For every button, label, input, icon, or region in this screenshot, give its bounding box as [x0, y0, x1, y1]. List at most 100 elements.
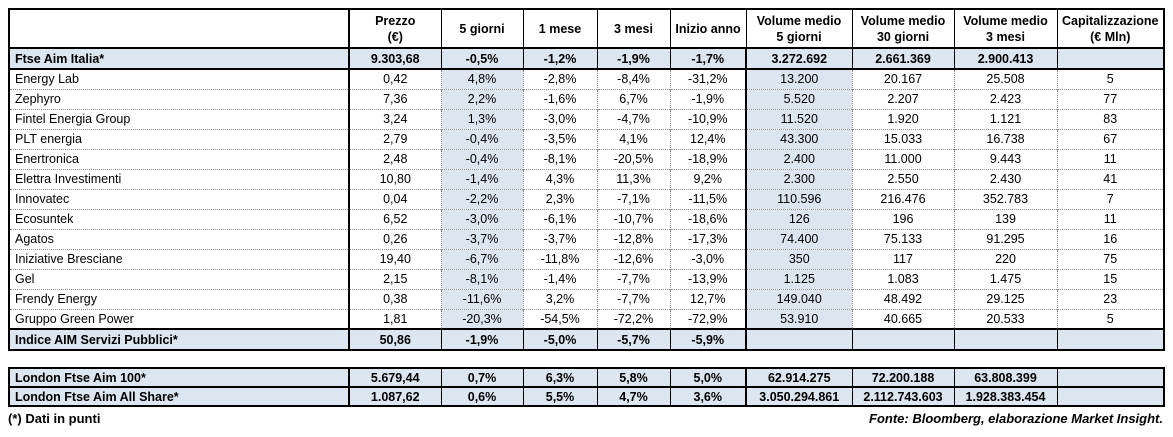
value-cell: -8,4%	[596, 68, 670, 89]
value-cell: -4,7%	[596, 108, 670, 129]
column-header: Volume medio 30 giorni	[851, 8, 955, 49]
value-cell: 2.400	[745, 148, 852, 169]
corner-cell	[8, 8, 350, 49]
column-header: Prezzo (€)	[348, 8, 442, 49]
value-cell: 50,86	[348, 328, 442, 351]
stock-row: Zephyro 7,36 2,2% -1,6% 6,7% -1,9% 5.520 2.207 2…	[9, 88, 1164, 109]
value-cell: -1,9%	[669, 88, 746, 109]
value-cell: 1.087,62	[348, 386, 442, 407]
value-cell: 9.443	[953, 148, 1057, 169]
value-cell: 11.520	[745, 108, 852, 129]
value-cell: 40.665	[851, 308, 954, 329]
value-cell: -31,2%	[669, 68, 746, 89]
value-cell: -1,2%	[522, 47, 598, 70]
value-cell: 139	[953, 208, 1057, 229]
column-header: Capitalizzazione (€ Mln)	[1056, 8, 1165, 49]
row-label: Gruppo Green Power	[9, 308, 350, 329]
value-cell: 62.914.275	[745, 367, 853, 388]
value-cell: 126	[745, 208, 852, 229]
value-cell: 220	[953, 248, 1057, 269]
value-cell: -8,1%	[440, 268, 523, 289]
value-cell: 1.475	[953, 268, 1057, 289]
aim-italia-table: Prezzo (€) 5 giorni 1 mese 3 mesi Inizio anno…	[8, 8, 1165, 351]
value-cell: 0,04	[348, 188, 441, 209]
value-cell: 75	[1056, 248, 1164, 269]
value-cell: 0,7%	[440, 367, 524, 388]
value-cell: -0,4%	[440, 128, 523, 149]
stock-row: Enertronica 2,48 -0,4% -8,1% -20,5% -18,9% 2.4…	[9, 148, 1164, 169]
value-cell: 1,3%	[440, 108, 523, 129]
value-cell: 4,1%	[596, 128, 670, 149]
value-cell: 2.300	[745, 168, 852, 189]
footer: (*) Dati in punti Fonte: Bloomberg, elab…	[8, 411, 1163, 426]
stock-row: Innovatec 0,04 -2,2% 2,3% -7,1% -11,5% 110.596…	[9, 188, 1164, 209]
value-cell: 3.050.294.861	[745, 386, 853, 407]
value-cell: 1,81	[348, 308, 441, 329]
value-cell: 1.125	[745, 268, 852, 289]
row-label: Ftse Aim Italia*	[8, 47, 350, 70]
value-cell: 3,24	[348, 108, 441, 129]
value-cell: -7,7%	[596, 288, 670, 309]
value-cell: -11,5%	[669, 188, 746, 209]
value-cell: 6,3%	[522, 367, 598, 388]
value-cell: -1,9%	[440, 328, 524, 351]
value-cell: -10,9%	[669, 108, 746, 129]
column-header: 5 giorni	[440, 8, 524, 49]
value-cell: 48.492	[851, 288, 954, 309]
index-summary-row: Ftse Aim Italia* 9.303,68 -0,5% -1,2% -1,9% -…	[8, 47, 1165, 70]
value-cell: 5	[1056, 308, 1164, 329]
footnote: (*) Dati in punti	[8, 411, 101, 426]
value-cell: 5	[1056, 68, 1164, 89]
value-cell: 63.808.399	[953, 367, 1058, 388]
value-cell: -17,3%	[669, 228, 746, 249]
value-cell: 5,0%	[669, 367, 747, 388]
value-cell: 196	[851, 208, 954, 229]
value-cell: 110.596	[745, 188, 852, 209]
value-cell: 2,2%	[440, 88, 523, 109]
value-cell	[851, 328, 955, 351]
row-label: Fintel Energia Group	[9, 108, 350, 129]
stock-row: PLT energia 2,79 -0,4% -3,5% 4,1% 12,4% 43.300…	[9, 128, 1164, 149]
value-cell	[745, 328, 853, 351]
value-cell: -5,0%	[522, 328, 598, 351]
value-cell: 12,4%	[669, 128, 746, 149]
value-cell: 91.295	[953, 228, 1057, 249]
stock-row: Frendy Energy 0,38 -11,6% 3,2% -7,7% 12,7% 149…	[9, 288, 1164, 309]
row-label: Innovatec	[9, 188, 350, 209]
value-cell: 75.133	[851, 228, 954, 249]
value-cell: 3,6%	[669, 386, 747, 407]
value-cell: 1.083	[851, 268, 954, 289]
value-cell: 2.900.413	[953, 47, 1058, 70]
value-cell: -3,0%	[669, 248, 746, 269]
value-cell: 2.550	[851, 168, 954, 189]
row-label: London Ftse Aim All Share*	[8, 386, 350, 407]
value-cell: 11.000	[851, 148, 954, 169]
row-label: Ecosuntek	[9, 208, 350, 229]
value-cell: -54,5%	[522, 308, 597, 329]
value-cell: -12,8%	[596, 228, 670, 249]
index-summary-row: London Ftse Aim All Share* 1.087,62 0,6% 5,…	[8, 386, 1165, 407]
value-cell: 5,5%	[522, 386, 598, 407]
value-cell: 2,15	[348, 268, 441, 289]
column-header: Volume medio 3 mesi	[953, 8, 1058, 49]
value-cell: 16	[1056, 228, 1164, 249]
value-cell: 5.520	[745, 88, 852, 109]
stock-row: Gel 2,15 -8,1% -1,4% -7,7% -13,9% 1.125 1.083 1.…	[9, 268, 1164, 289]
column-header: Inizio anno	[669, 8, 747, 49]
value-cell: 2,48	[348, 148, 441, 169]
value-cell: -8,1%	[522, 148, 597, 169]
value-cell: 352.783	[953, 188, 1057, 209]
value-cell: 5.679,44	[348, 367, 442, 388]
value-cell: 11	[1056, 208, 1164, 229]
value-cell: -18,6%	[669, 208, 746, 229]
value-cell: -3,7%	[522, 228, 597, 249]
value-cell: 16.738	[953, 128, 1057, 149]
row-label: Zephyro	[9, 88, 350, 109]
value-cell: 2,3%	[522, 188, 597, 209]
value-cell: 29.125	[953, 288, 1057, 309]
value-cell: 67	[1056, 128, 1164, 149]
value-cell: 2.423	[953, 88, 1057, 109]
row-label: Gel	[9, 268, 350, 289]
value-cell: -7,1%	[596, 188, 670, 209]
